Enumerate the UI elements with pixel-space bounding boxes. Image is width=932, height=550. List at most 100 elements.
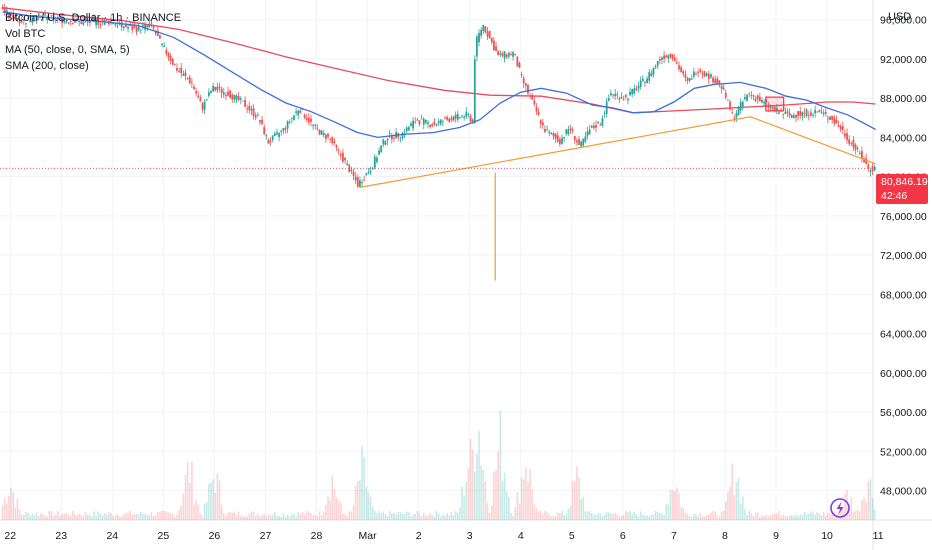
volume-bar: [276, 516, 278, 520]
volume-bar: [197, 504, 200, 520]
volume-bar: [252, 511, 255, 520]
volume-bar: [286, 514, 289, 520]
candle-body: [171, 58, 174, 65]
candle-body: [50, 15, 53, 17]
volume-bar: [699, 513, 702, 520]
volume-bar: [418, 512, 421, 520]
candle-body: [137, 25, 140, 31]
candle-body: [503, 51, 506, 59]
legend-symbol[interactable]: Bitcoin / U.S. Dollar · 1h · BINANCE: [5, 12, 182, 24]
volume-bar: [554, 516, 557, 520]
volume-bar: [178, 509, 180, 520]
candle-body: [533, 100, 536, 105]
candle-body: [293, 115, 295, 120]
candle-body: [603, 113, 606, 114]
candle-body: [261, 119, 263, 125]
volume-bar: [344, 514, 346, 520]
volume-bar: [516, 491, 519, 520]
candle-body: [824, 112, 827, 114]
legend-sma200[interactable]: SMA (200, close): [5, 60, 89, 72]
volume-bar: [322, 511, 325, 520]
volume-bar: [616, 514, 619, 520]
candle-body: [239, 98, 242, 100]
volume-bar: [807, 513, 810, 520]
candle-body: [37, 13, 40, 17]
legend-ma50[interactable]: MA (50, close, 0, SMA, 5): [5, 44, 130, 56]
volume-bar: [576, 466, 578, 520]
volume-bar: [195, 500, 197, 520]
candle-body: [305, 118, 308, 120]
candle-body: [739, 102, 742, 111]
candle-body: [669, 53, 672, 57]
volume-bar: [654, 510, 657, 520]
chart-legend: Bitcoin / U.S. Dollar · 1h · BINANCE Vol…: [5, 10, 181, 74]
candle-body: [714, 79, 717, 84]
candle-body: [667, 55, 670, 59]
candle-body: [618, 98, 621, 100]
volume-bar: [427, 515, 429, 520]
volume-bar: [8, 495, 10, 520]
volume-bar: [422, 512, 425, 520]
y-tick-label: 88,000.00: [880, 93, 927, 105]
candle-body: [10, 13, 12, 15]
candle-body: [741, 101, 744, 107]
candle-body: [216, 86, 219, 91]
volume-bar: [525, 467, 527, 520]
candle-body: [565, 129, 568, 135]
candle-body: [809, 112, 812, 116]
candle-body: [867, 164, 870, 169]
candle-body: [203, 101, 206, 110]
candle-body: [535, 106, 538, 112]
volume-bar: [91, 516, 93, 520]
volume-bar: [284, 516, 287, 520]
volume-bar: [729, 486, 731, 520]
volume-bar: [414, 513, 417, 520]
candle-body: [122, 26, 125, 29]
volume-bar: [639, 511, 642, 520]
volume-bar: [148, 515, 151, 520]
candle-body: [265, 134, 268, 136]
candle-body: [488, 30, 491, 39]
legend-volume[interactable]: Vol BTC: [5, 28, 46, 40]
volume-bar: [482, 469, 485, 520]
volume-bar: [799, 514, 802, 520]
volume-bar: [488, 513, 491, 520]
volume-bar: [841, 508, 844, 520]
volume-bar: [818, 513, 821, 520]
volume-bar: [561, 510, 563, 520]
volume-bar: [35, 512, 38, 520]
volume-bar: [78, 513, 80, 520]
candle-body: [410, 123, 412, 126]
volume-bar: [391, 513, 393, 520]
volume-bar: [805, 514, 808, 520]
volume-bar: [716, 515, 719, 520]
currency-label[interactable]: USD: [888, 11, 912, 23]
candle-body: [805, 109, 808, 116]
candle-body: [99, 24, 102, 26]
candle-body: [684, 74, 687, 79]
candle-body: [873, 166, 876, 171]
candle-body: [22, 19, 25, 21]
candle-body: [44, 14, 46, 16]
volume-bar: [720, 511, 723, 520]
candle-body: [471, 119, 474, 122]
candle-body: [478, 32, 480, 43]
volume-bar: [303, 514, 306, 520]
volume-bar: [665, 503, 668, 520]
candle-body: [461, 115, 463, 117]
volume-bar: [476, 453, 478, 520]
x-tick-label: Mar: [359, 530, 378, 542]
candle-body: [1, 6, 4, 10]
volume-bar: [410, 516, 412, 520]
candle-body: [33, 19, 36, 22]
candle-body: [139, 30, 142, 32]
candle-body: [499, 53, 502, 55]
candle-body: [635, 88, 638, 91]
volume-bar: [327, 496, 329, 520]
volume-bar: [595, 514, 597, 520]
volume-bar: [552, 515, 555, 520]
candle-body: [199, 97, 202, 102]
lightning-icon[interactable]: [829, 497, 851, 519]
volume-bar: [546, 511, 548, 520]
